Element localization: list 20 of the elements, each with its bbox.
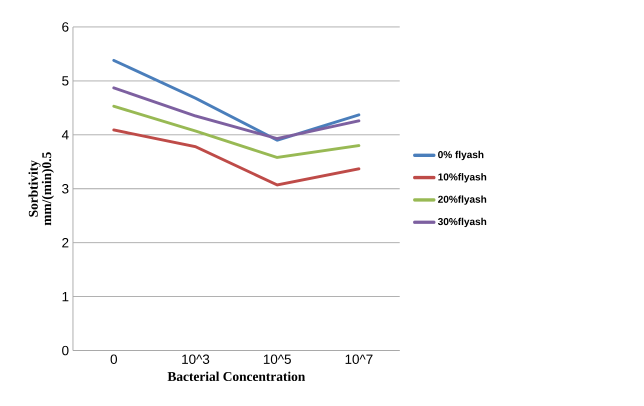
- y-axis-title: Sorbtivity mm/(min)0.5: [28, 152, 54, 226]
- line-series: [112, 128, 360, 186]
- legend-label: 20%flyash: [438, 195, 486, 205]
- y-tick-label: 4: [62, 130, 69, 140]
- y-tick-label: 3: [62, 184, 68, 194]
- line-series: [112, 86, 360, 140]
- y-tick-label: 2: [62, 238, 68, 248]
- x-tick-label: 10^3: [182, 354, 210, 364]
- legend-label: 0% flyash: [438, 150, 484, 160]
- x-axis-title: Bacterial Concentration: [168, 372, 306, 381]
- y-tick-label: 0: [62, 346, 69, 356]
- legend-label: 30%flyash: [438, 218, 486, 228]
- x-tick-label: 0: [110, 354, 118, 364]
- x-tick-label: 10^5: [264, 354, 291, 364]
- line-series: [112, 104, 360, 159]
- y-tick-label: 1: [62, 292, 68, 302]
- y-tick-label: 6: [62, 22, 68, 32]
- legend-label: 10%flyash: [438, 173, 486, 182]
- x-tick-label: 10^7: [346, 354, 372, 364]
- y-tick-label: 5: [62, 76, 68, 86]
